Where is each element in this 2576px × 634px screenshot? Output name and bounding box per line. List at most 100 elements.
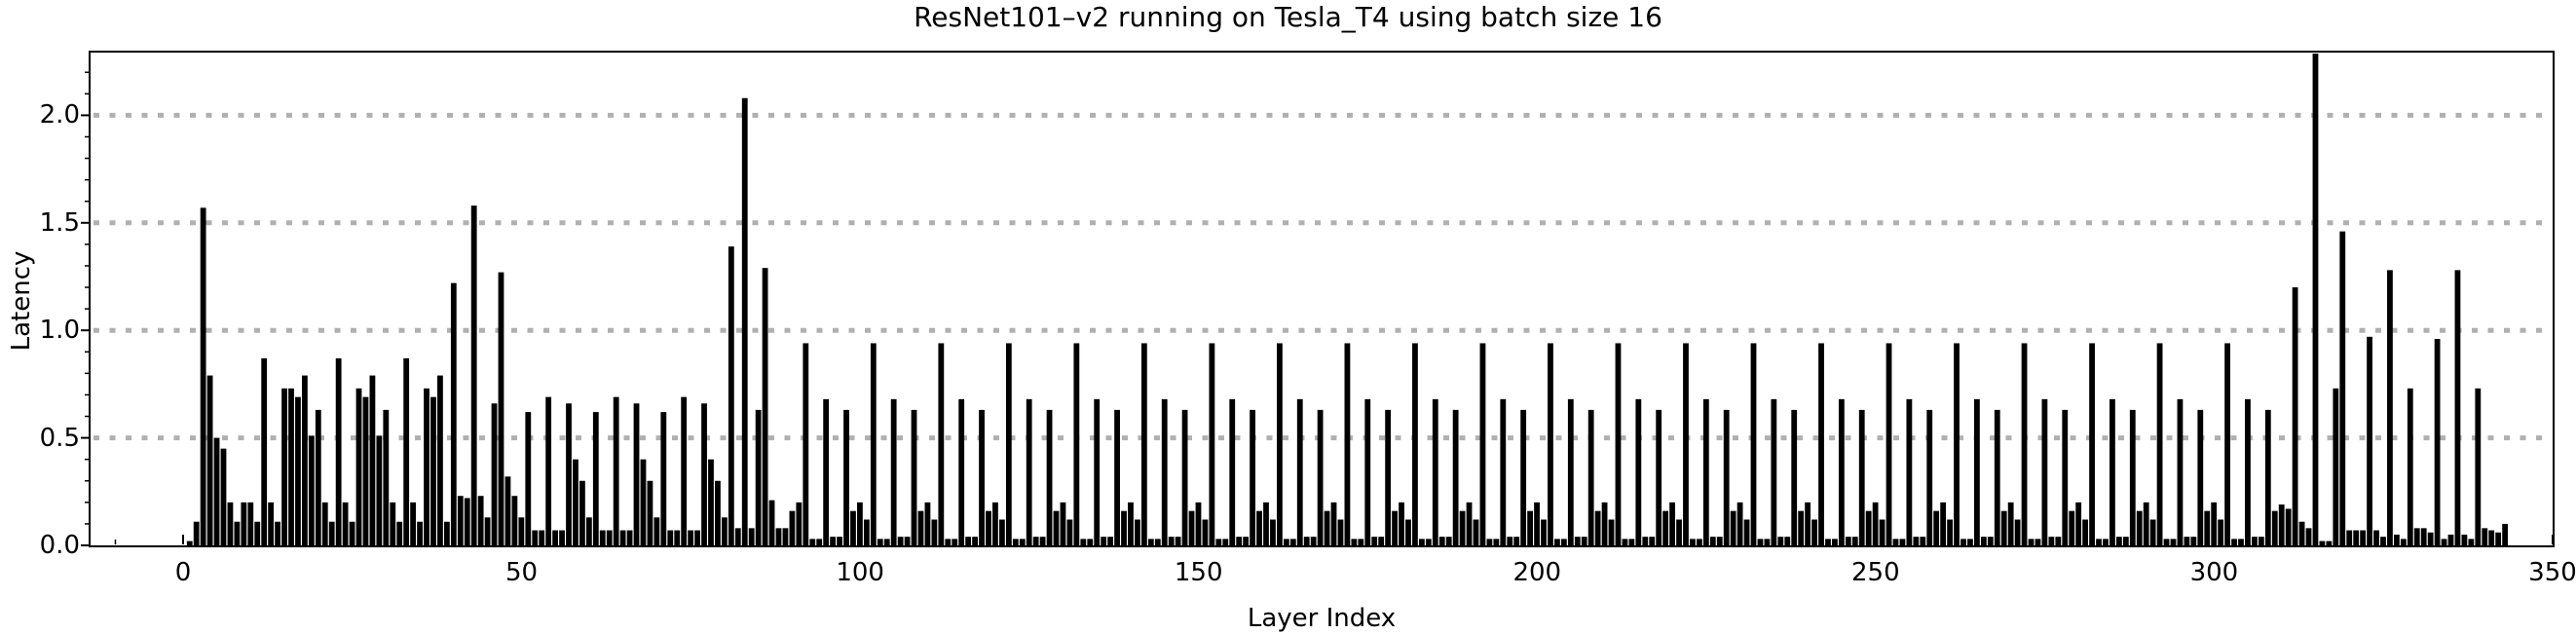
latency-bar: [2326, 541, 2333, 545]
latency-bar: [2271, 510, 2278, 545]
latency-bar: [1906, 398, 1913, 545]
latency-bar: [559, 530, 565, 545]
latency-bar: [924, 502, 931, 545]
latency-bar: [1344, 343, 1351, 545]
latency-bar: [1865, 510, 1872, 545]
latency-bar: [281, 388, 287, 545]
latency-bar: [349, 521, 355, 545]
latency-bar: [1940, 502, 1947, 545]
latency-bar: [619, 530, 626, 545]
latency-bar: [1587, 409, 1594, 545]
latency-bar: [545, 396, 552, 545]
latency-bar: [1500, 398, 1507, 545]
latency-bar: [2218, 519, 2224, 545]
latency-bar: [498, 272, 504, 545]
latency-bar: [579, 480, 585, 545]
latency-bar: [1784, 537, 1791, 545]
latency-bar: [986, 510, 991, 545]
latency-bar: [220, 448, 227, 545]
latency-bar: [715, 480, 721, 545]
latency-bar: [2096, 539, 2102, 545]
latency-bar: [606, 530, 613, 545]
latency-bar: [1669, 502, 1675, 545]
latency-bar: [2143, 502, 2149, 545]
latency-bar: [633, 403, 640, 545]
latency-bar: [1581, 537, 1587, 545]
latency-bar: [1229, 398, 1236, 545]
latency-bar: [2103, 539, 2109, 545]
latency-bar: [688, 530, 694, 545]
latency-bar: [647, 480, 653, 545]
latency-bar: [390, 502, 396, 545]
latency-bar: [1851, 537, 1858, 545]
latency-bar: [1534, 502, 1540, 545]
latency-bar: [1832, 539, 1838, 545]
latency-bar: [626, 530, 633, 545]
latency-bar: [1087, 539, 1094, 545]
latency-bar: [2393, 534, 2400, 545]
latency-bar: [443, 521, 450, 545]
latency-bar: [321, 502, 328, 545]
latency-bar: [1656, 409, 1662, 545]
latency-bar: [904, 537, 911, 545]
latency-bar: [1147, 539, 1154, 545]
latency-bar: [2360, 530, 2367, 545]
latency-bar: [1899, 539, 1906, 545]
latency-bar: [1567, 398, 1574, 545]
latency-bar: [708, 459, 714, 545]
latency-bar: [2475, 388, 2482, 545]
latency-bar: [1438, 537, 1445, 545]
x-tick-label: 150: [1174, 558, 1223, 587]
latency-bar: [1032, 537, 1039, 545]
latency-bar: [2184, 537, 2190, 545]
latency-bar: [1181, 409, 1188, 545]
latency-bar: [1195, 502, 1202, 545]
latency-bar: [1405, 519, 1411, 545]
latency-bar: [1425, 539, 1432, 545]
latency-bar: [1073, 343, 1080, 545]
latency-bar: [1608, 519, 1615, 545]
latency-bar: [2115, 537, 2122, 545]
latency-bar: [362, 396, 369, 545]
latency-bar: [931, 519, 938, 545]
latency-bar: [1418, 539, 1425, 545]
latency-bar: [1236, 537, 1243, 545]
x-tick-label: 0: [174, 558, 192, 587]
latency-bar: [701, 403, 707, 545]
latency-bar: [2156, 343, 2163, 545]
latency-bar: [491, 403, 498, 545]
latency-bar: [1243, 537, 1250, 545]
latency-bar: [1256, 510, 1262, 545]
latency-bar: [2082, 519, 2089, 545]
latency-bar: [1310, 537, 1317, 545]
latency-bar: [721, 517, 728, 545]
latency-bar: [1885, 343, 1892, 545]
latency-bar: [1716, 537, 1723, 545]
latency-bar: [1520, 409, 1527, 545]
latency-bar: [2041, 398, 2048, 545]
latency-bar: [823, 398, 830, 545]
latency-bar: [850, 510, 856, 545]
latency-bar: [1412, 343, 1418, 545]
latency-bar: [694, 530, 700, 545]
latency-bar: [1771, 398, 1777, 545]
latency-bar: [1649, 537, 1656, 545]
latency-bar: [1974, 398, 1980, 545]
latency-bar: [2488, 530, 2495, 545]
latency-bar: [1452, 409, 1459, 545]
latency-bar: [1378, 537, 1385, 545]
latency-bar: [2014, 519, 2021, 545]
latency-bar: [2346, 530, 2353, 545]
latency-bar: [2197, 409, 2204, 545]
latency-bar: [1486, 539, 1493, 545]
latency-bar: [1493, 539, 1500, 545]
latency-bar: [1662, 510, 1669, 545]
latency-bar: [335, 357, 342, 545]
latency-bar: [667, 530, 674, 545]
latency-bar: [342, 502, 349, 545]
latency-bar: [457, 496, 464, 545]
latency-bar: [1987, 537, 1994, 545]
latency-bar: [857, 502, 863, 545]
latency-bar: [2380, 537, 2386, 545]
plot-frame: [89, 51, 2555, 547]
